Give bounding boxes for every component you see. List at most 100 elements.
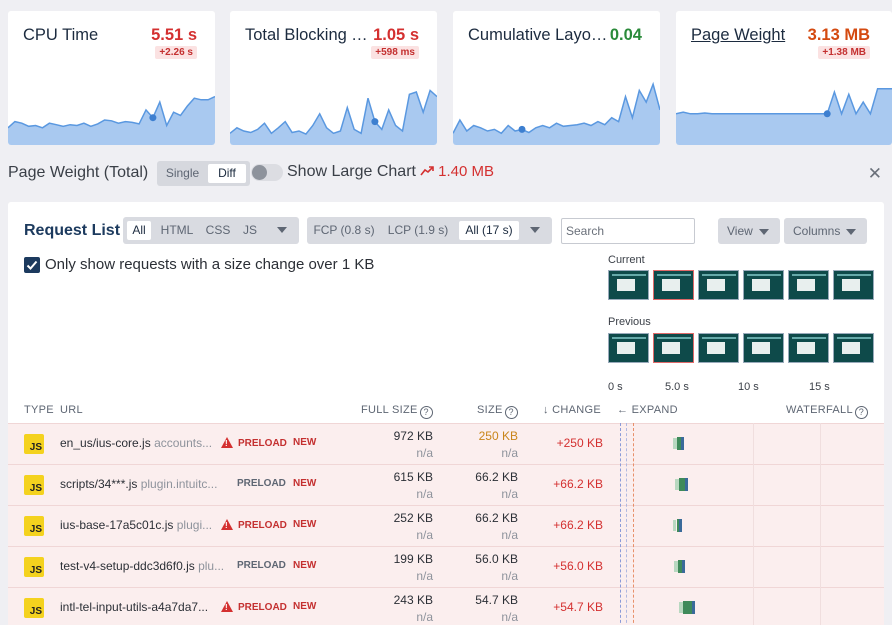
table-row[interactable]: JS scripts/34***.js plugin.intuitc... PREL… (8, 464, 884, 505)
table-row[interactable]: JS ius-base-17a5c01c.js plugi... PRELOAD NE… (8, 505, 884, 546)
single-mode-button[interactable]: Single (165, 166, 200, 180)
request-host: plugin.intuitc... (140, 477, 218, 491)
cpu-time-card[interactable]: CPU Time 5.51 s +2.26 s (8, 11, 215, 145)
request-url[interactable]: scripts/34***.js plugin.intuitc... (60, 477, 231, 491)
waterfall-start-marker (620, 423, 621, 625)
show-large-chart-label: Show Large Chart (287, 163, 416, 180)
check-icon (26, 260, 38, 270)
waterfall-bar[interactable] (682, 601, 695, 614)
chevron-down-icon (846, 229, 856, 235)
filmstrip-frame[interactable] (653, 333, 694, 363)
preload-label: PRELOAD (237, 560, 286, 571)
waterfall-bar[interactable] (677, 519, 683, 532)
filmstrip-frame[interactable] (743, 270, 784, 300)
table-row[interactable]: JS en_us/ius-core.js accounts... PRELOAD NE… (8, 423, 884, 464)
request-url[interactable]: intl-tel-input-utils-a4a7da7... (60, 600, 215, 614)
page-weight-card[interactable]: Page Weight 3.13 MB +1.38 MB (676, 11, 892, 145)
show-large-chart-toggle[interactable] (251, 164, 283, 181)
filter-all[interactable]: All (127, 221, 151, 240)
card-title[interactable]: Page Weight (691, 26, 786, 44)
column-header-type[interactable]: TYPE (24, 404, 54, 416)
cumulative-layout-shift-card[interactable]: Cumulative Layou... 0.04 (453, 11, 660, 145)
columns-label: Columns (793, 224, 841, 238)
filter-lcp[interactable]: LCP (1.9 s) (387, 223, 449, 237)
help-icon[interactable]: ? (419, 406, 433, 419)
full-size-value: 252 KB (393, 511, 433, 525)
filmstrip-previous (608, 333, 876, 365)
waterfall-bar[interactable] (678, 478, 689, 491)
chevron-down-icon[interactable] (277, 227, 287, 233)
preload-badge: PRELOAD (221, 601, 287, 613)
filmstrip-current-label: Current (608, 254, 645, 266)
sparkline-marker[interactable] (518, 125, 526, 133)
filter-js[interactable]: JS (242, 223, 257, 237)
filmstrip-frame[interactable] (608, 333, 649, 363)
chevron-down-icon[interactable] (530, 227, 540, 233)
table-row[interactable]: JS intl-tel-input-utils-a4a7da7... PRELOA… (8, 587, 884, 625)
column-header-change[interactable]: ↓ CHANGE (543, 404, 602, 416)
waterfall-previous-bar (678, 602, 686, 613)
filter-fcp[interactable]: FCP (0.8 s) (313, 223, 375, 237)
file-type-label: JS (29, 524, 42, 535)
waterfall-bar[interactable] (678, 560, 685, 573)
new-badge: NEW (293, 601, 317, 612)
filmstrip-frame[interactable] (698, 270, 739, 300)
metric-cards: CPU Time 5.51 s +2.26 s Total Blocking T… (8, 11, 892, 145)
help-icon[interactable]: ? (504, 406, 518, 419)
request-list-panel: Request List All HTML CSS JS FCP (0.8 s)… (8, 202, 884, 625)
size-value: 250 KB (478, 429, 518, 443)
filmstrip-current (608, 270, 876, 302)
filter-html[interactable]: HTML (160, 223, 194, 237)
size-previous: n/a (501, 487, 518, 501)
card-title: CPU Time (23, 26, 99, 44)
columns-dropdown[interactable]: Columns (784, 218, 867, 244)
column-header-size[interactable]: SIZE? (477, 404, 518, 419)
expand-waterfall-button[interactable]: ← EXPAND (617, 404, 678, 416)
filmstrip-frame[interactable] (698, 333, 739, 363)
filmstrip-frame[interactable] (833, 333, 874, 363)
help-icon[interactable]: ? (854, 406, 868, 419)
filter-all-timing[interactable]: All (17 s) (459, 221, 519, 240)
sparkline-marker[interactable] (371, 118, 379, 126)
search-input[interactable] (561, 218, 695, 244)
trend-value: 1.40 MB (420, 163, 494, 180)
waterfall-previous-bar (674, 561, 679, 572)
filmstrip-previous-label: Previous (608, 316, 651, 328)
sparkline-line (230, 89, 437, 136)
view-dropdown[interactable]: View (718, 218, 780, 244)
chevron-down-icon (759, 229, 769, 235)
full-size-header-label: FULL SIZE (361, 404, 418, 416)
card-delta-badge: +2.26 s (155, 46, 197, 59)
file-type-label: JS (29, 442, 42, 453)
file-type-label: JS (29, 483, 42, 494)
filmstrip-axis-label: 15 s (809, 381, 830, 393)
sparkline-marker[interactable] (823, 110, 831, 118)
request-url[interactable]: test-v4-setup-ddc3d6f0.js plu... (60, 559, 231, 573)
table-row[interactable]: JS test-v4-setup-ddc3d6f0.js plu... PRELOA… (8, 546, 884, 587)
request-url[interactable]: en_us/ius-core.js accounts... (60, 436, 215, 450)
column-header-full-size[interactable]: FULL SIZE? (361, 404, 433, 419)
filmstrip-frame[interactable] (833, 270, 874, 300)
size-value: 66.2 KB (475, 511, 518, 525)
request-url[interactable]: ius-base-17a5c01c.js plugi... (60, 518, 215, 532)
size-change-checkbox[interactable] (24, 257, 40, 273)
total-blocking-time-card[interactable]: Total Blocking T... 1.05 s +598 ms (230, 11, 437, 145)
js-file-icon: JS (24, 598, 44, 618)
filmstrip-frame[interactable] (653, 270, 694, 300)
waterfall-bar[interactable] (677, 437, 684, 450)
filmstrip-frame[interactable] (743, 333, 784, 363)
filmstrip-frame[interactable] (608, 270, 649, 300)
filmstrip-frame[interactable] (788, 333, 829, 363)
js-file-icon: JS (24, 434, 44, 454)
filter-css[interactable]: CSS (205, 223, 231, 237)
column-header-waterfall[interactable]: WATERFALL? (786, 404, 868, 419)
sparkline-chart (8, 95, 215, 145)
preload-badge: PRELOAD (221, 519, 287, 531)
filmstrip-frame[interactable] (788, 270, 829, 300)
request-host: accounts... (154, 436, 213, 450)
sparkline-marker[interactable] (149, 114, 157, 122)
diff-mode-button[interactable]: Diff (208, 164, 246, 183)
js-file-icon: JS (24, 516, 44, 536)
close-icon[interactable]: ✕ (867, 164, 882, 183)
column-header-url[interactable]: URL (60, 404, 83, 416)
